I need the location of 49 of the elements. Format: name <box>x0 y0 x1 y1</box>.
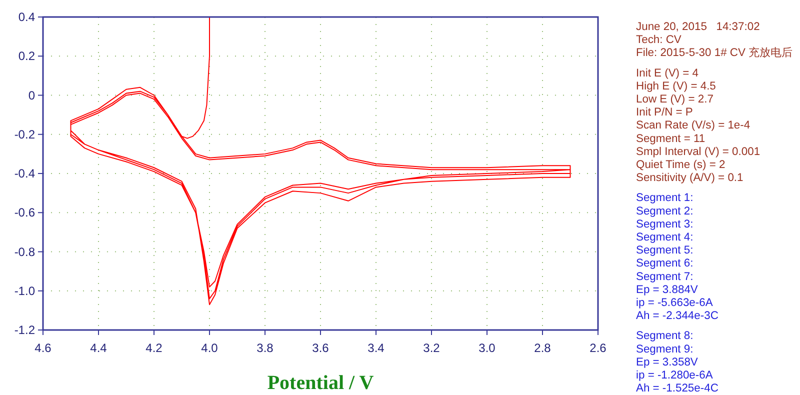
text: Segment 3: <box>636 218 694 230</box>
text: Ep = 3.358V <box>636 356 698 368</box>
x-tick-label: 3.2 <box>423 341 440 355</box>
y-tick-label: 0.4 <box>18 10 36 24</box>
line-series <box>70 16 571 306</box>
x-tick-label: 4.0 <box>201 341 218 355</box>
text: ip = -1.280e-6A <box>636 370 714 382</box>
x-tick-label: 4.2 <box>146 341 163 355</box>
x-tick-label: 4.6 <box>34 341 52 355</box>
text: Segment 4: <box>636 232 694 244</box>
x-tick-label: 3.4 <box>368 341 385 355</box>
text: Segment 8: <box>636 330 694 342</box>
x-axis-title: Potential / V <box>267 372 374 394</box>
text: High E (V) = 4.5 <box>636 80 716 92</box>
text: Sensitivity (A/V) = 0.1 <box>636 172 744 184</box>
y-tick-label: -1.0 <box>14 284 36 298</box>
text: Ah = -1.525e-4C <box>636 382 718 395</box>
text: Scan Rate (V/s) = 1e-4 <box>636 120 750 132</box>
text: Ep = 3.884V <box>636 284 698 296</box>
text: Segment 9: <box>636 343 694 356</box>
text: Segment 6: <box>636 258 694 270</box>
text: Segment = 11 <box>636 132 706 145</box>
text: Low E (V) = 2.7 <box>636 94 714 106</box>
x-tick-label: 3.0 <box>478 341 496 355</box>
text: June 20, 2015 14:37:02 <box>636 21 760 33</box>
y-tick-label: -1.2 <box>14 323 36 337</box>
y-tick-label: 0 <box>28 88 36 102</box>
text: Init E (V) = 4 <box>636 67 698 80</box>
text: Ah = -2.344e-3C <box>636 310 718 322</box>
text: Segment 1: <box>636 192 694 204</box>
x-tick-label: 3.8 <box>256 341 274 355</box>
text: Tech: CV <box>636 34 682 46</box>
text: Quiet Time (s) = 2 <box>636 159 726 171</box>
text: ip = -5.663e-6A <box>636 297 714 309</box>
y-tick-label: -0.6 <box>14 206 36 220</box>
text: Segment 7: <box>636 270 694 283</box>
y-tick-label: -0.4 <box>14 166 36 180</box>
text: Segment 2: <box>636 205 694 218</box>
y-tick-label: -0.2 <box>14 127 36 142</box>
text: Segment 5: <box>636 244 694 257</box>
y-tick-label: -0.8 <box>14 244 36 259</box>
x-tick-label: 2.8 <box>534 341 552 355</box>
x-tick-label: 4.4 <box>90 341 108 355</box>
y-tick-label: 0.2 <box>18 49 36 64</box>
text: Smpl Interval (V) = 0.001 <box>636 146 760 158</box>
x-tick-label: 3.6 <box>312 341 330 355</box>
text: Init P/N = P <box>636 106 693 119</box>
x-tick-label: 2.6 <box>590 341 607 355</box>
text: File: 2015-5-30 1# CV 充放电后 <box>636 46 793 60</box>
